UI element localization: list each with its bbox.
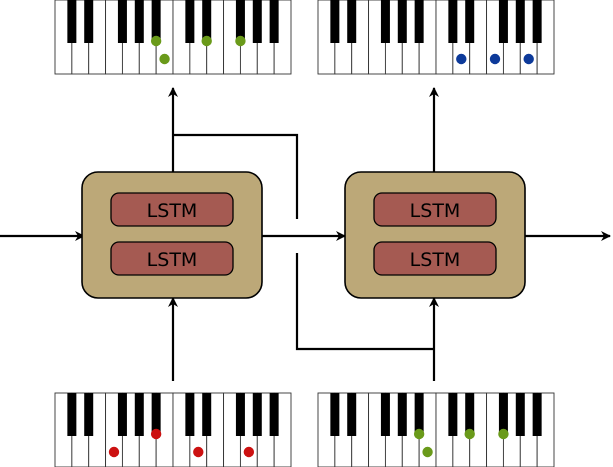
black-key [84,393,94,436]
black-key [134,393,144,436]
black-key [380,393,390,436]
black-key [397,393,407,436]
black-key [134,0,144,43]
note-dot [464,428,475,440]
note-dot [159,53,170,65]
feedback-path-bottom [295,253,434,351]
black-key [235,393,245,436]
block-container [81,171,263,299]
lstm-label: LSTM [147,200,198,222]
keyboard-output-left [54,0,292,75]
black-key [380,0,390,43]
lstm-label: LSTM [147,249,198,271]
note-dot [150,35,162,47]
black-key [414,393,424,436]
black-key [269,393,279,436]
black-key [465,0,475,43]
keyboard-input-right [317,392,555,467]
black-key [448,393,458,436]
block-container [344,171,526,299]
lstm-layer-top [373,192,497,227]
lstm-label: LSTM [410,249,461,271]
black-key [67,393,77,436]
lstm-layer-bottom [110,241,234,276]
black-key [414,0,424,43]
black-key [67,0,77,43]
keyboard-output-right [317,0,555,75]
note-dot [193,446,204,458]
keyboard-input-left [54,392,292,467]
note-dot [498,428,509,440]
lstm-layer-top [110,192,234,227]
black-key [235,0,245,43]
note-dot [201,35,212,47]
note-dot [243,446,255,458]
black-key [498,0,508,43]
black-key [498,393,508,436]
black-key [84,0,94,43]
note-dot [235,35,246,47]
black-key [448,0,458,43]
black-key [252,0,262,43]
black-key [330,393,340,436]
black-key [117,393,127,436]
black-key [347,0,357,43]
black-key [185,393,195,436]
black-key [330,0,340,43]
black-key [151,393,161,436]
black-key [151,0,161,43]
lstm-label: LSTM [410,200,461,222]
lstm-block-right: LSTM LSTM [344,171,526,299]
note-dot [489,53,501,65]
note-dot [413,428,425,440]
black-key [347,393,357,436]
lstm-block-left: LSTM LSTM [81,171,263,299]
black-key [269,0,279,43]
note-dot [150,428,162,440]
connections [0,87,611,381]
note-dot [523,53,534,65]
black-key [532,393,542,436]
lstm-layer-bottom [373,241,497,276]
note-dot [456,53,467,65]
black-key [532,0,542,43]
black-key [117,0,127,43]
black-key [202,393,212,436]
note-dot [108,446,120,458]
feedback-path-top [173,133,299,219]
note-dot [422,446,433,458]
black-key [515,0,525,43]
black-key [465,393,475,436]
black-key [515,393,525,436]
black-key [185,0,195,43]
black-key [202,0,212,43]
black-key [252,393,262,436]
black-key [397,0,407,43]
